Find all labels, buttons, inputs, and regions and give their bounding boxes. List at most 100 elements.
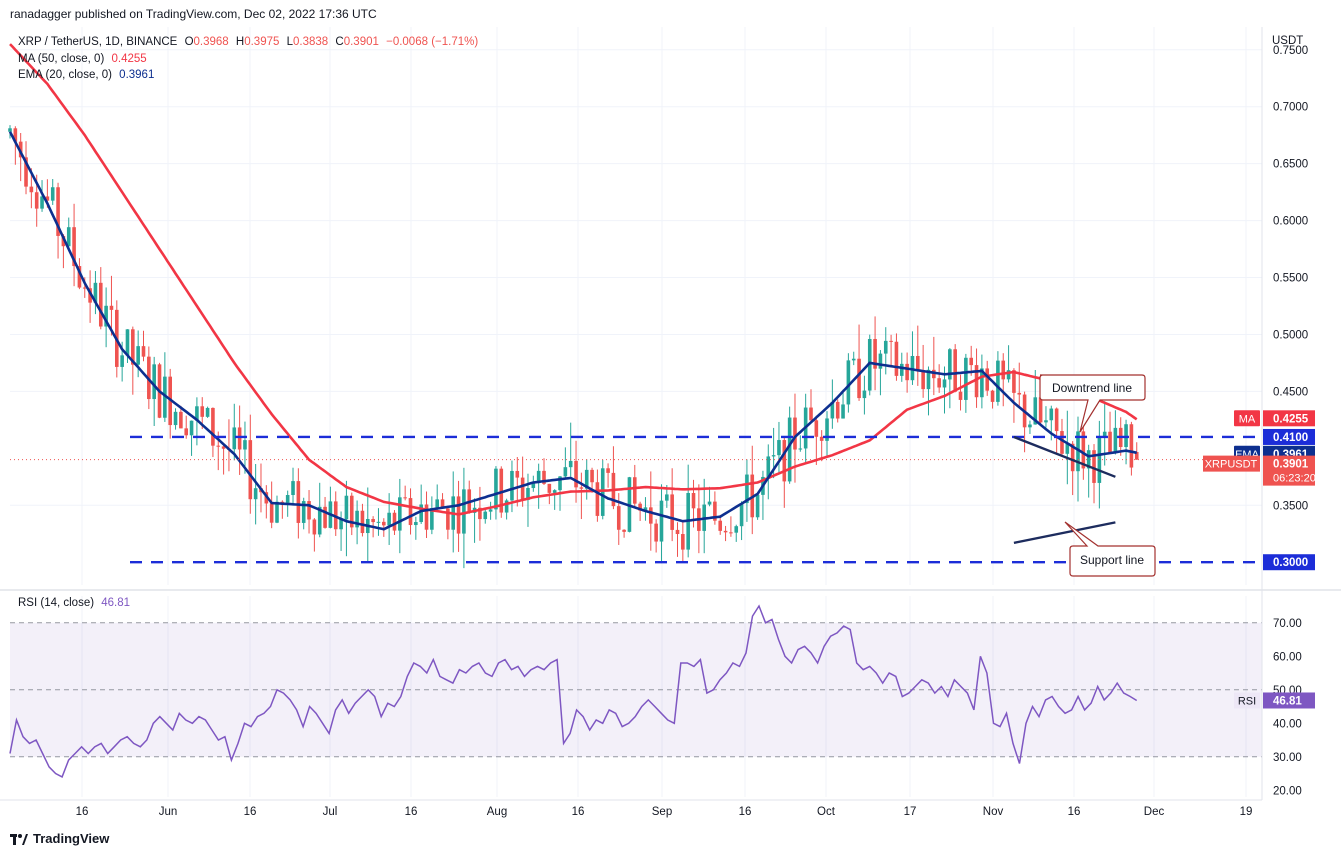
candle-body: [873, 338, 877, 369]
candle-body: [905, 363, 909, 381]
candle-body: [66, 227, 71, 247]
candle-body: [899, 363, 904, 376]
level-300-tag-value: 0.3000: [1273, 557, 1308, 569]
candle-body: [547, 483, 552, 493]
time-tick-label: Sep: [652, 806, 672, 818]
candle-body: [942, 379, 947, 388]
tradingview-brand[interactable]: TradingView: [10, 831, 109, 846]
candle-body: [488, 509, 493, 512]
time-tick-label: 16: [244, 806, 257, 818]
candle-body: [948, 349, 952, 380]
candle-body: [371, 518, 375, 523]
price-legend: XRP / TetherUS, 1D, BINANCE O0.3968 H0.3…: [18, 36, 478, 48]
symbol-title[interactable]: XRP / TetherUS, 1D, BINANCE: [18, 36, 178, 48]
low-value: 0.3838: [293, 36, 329, 48]
publisher-header: ranadagger published on TradingView.com,…: [10, 7, 377, 21]
candle-body: [916, 355, 920, 370]
candle-body: [136, 346, 140, 365]
candle-body: [195, 406, 199, 421]
candle-body: [825, 418, 829, 441]
candle-body: [179, 411, 183, 429]
candle-body: [211, 407, 215, 446]
ma-line: [9, 43, 1138, 516]
candle-body: [574, 460, 578, 488]
candle-body: [349, 495, 354, 528]
candle-body: [269, 503, 274, 523]
candle-body: [937, 378, 941, 388]
xrpusdt-value: 0.3901: [1273, 459, 1309, 471]
candle-body: [163, 376, 167, 418]
candle-body: [419, 504, 423, 523]
candle-body: [723, 530, 728, 533]
candle-body: [531, 482, 536, 489]
support-line: [1013, 521, 1116, 545]
candle-body: [675, 529, 680, 535]
candle-body: [1060, 431, 1064, 454]
candle-body: [478, 507, 482, 520]
candle-body: [691, 492, 696, 509]
ema-legend[interactable]: EMA (20, close, 0) 0.3961: [18, 69, 154, 81]
candle-body: [424, 504, 429, 530]
candle-body: [131, 329, 135, 365]
candle-body: [819, 436, 824, 441]
downtrend-line: [1013, 435, 1116, 478]
ma-tag-value-bg: [1263, 410, 1315, 427]
candle-body: [173, 411, 178, 426]
candle-body: [595, 482, 600, 516]
time-tick-label: Dec: [1144, 806, 1165, 818]
candle-body: [93, 282, 98, 303]
candle-body: [285, 495, 290, 503]
candle-body: [830, 401, 835, 419]
downtrend-callout-label: Downtrend line: [1052, 381, 1132, 395]
candle-body: [793, 417, 797, 450]
candle-body: [317, 506, 322, 535]
candles-layer: [8, 125, 1139, 569]
candle-body: [889, 340, 893, 342]
candle-body: [1113, 427, 1118, 453]
candle-body: [98, 282, 103, 327]
time-tick-label: 17: [904, 806, 917, 818]
candle-body: [969, 357, 973, 366]
candle-body: [1044, 420, 1048, 423]
ema-line: [8, 131, 1137, 531]
xrpusdt-name: XRPUSDT: [1205, 459, 1258, 471]
candle-body: [643, 507, 648, 511]
candle-body: [1102, 431, 1107, 437]
candle-body: [809, 407, 813, 421]
candle-body: [1081, 431, 1086, 469]
candle-body: [275, 501, 279, 523]
candle-body: [1092, 450, 1096, 483]
time-tick-label: Nov: [983, 806, 1004, 818]
candle-body: [515, 470, 520, 478]
candle-body: [777, 440, 781, 456]
ma-tag-name: MA: [1239, 413, 1256, 425]
price-tick-label: 0.7500: [1273, 45, 1308, 57]
candle-body: [462, 489, 466, 534]
candle-body: [382, 521, 386, 526]
candle-body: [606, 468, 610, 473]
support-callout-label: Support line: [1080, 553, 1144, 567]
time-tick-label: 16: [1068, 806, 1081, 818]
time-tick-label: 19: [1240, 806, 1253, 818]
candle-body: [996, 360, 1000, 402]
close-label: C: [335, 36, 344, 48]
xrpusdt-value-bg: [1263, 455, 1315, 486]
candle-body: [200, 406, 205, 417]
rsi-legend-label: RSI (14, close): [18, 597, 95, 609]
candle-body: [504, 500, 509, 513]
candle-body: [221, 446, 226, 449]
candle-body: [835, 401, 840, 419]
rsi-legend[interactable]: RSI (14, close) 46.81: [18, 597, 130, 609]
high-label: H: [235, 36, 245, 48]
candle-body: [616, 506, 621, 530]
candle-body: [403, 497, 407, 499]
candle-body: [600, 468, 605, 516]
candle-body: [964, 357, 968, 400]
ma-legend[interactable]: MA (50, close, 0) 0.4255: [18, 53, 147, 65]
candle-body: [296, 481, 301, 523]
candle-body: [649, 507, 653, 524]
candle-body: [205, 407, 210, 417]
candle-body: [878, 353, 883, 369]
candle-body: [846, 360, 851, 405]
